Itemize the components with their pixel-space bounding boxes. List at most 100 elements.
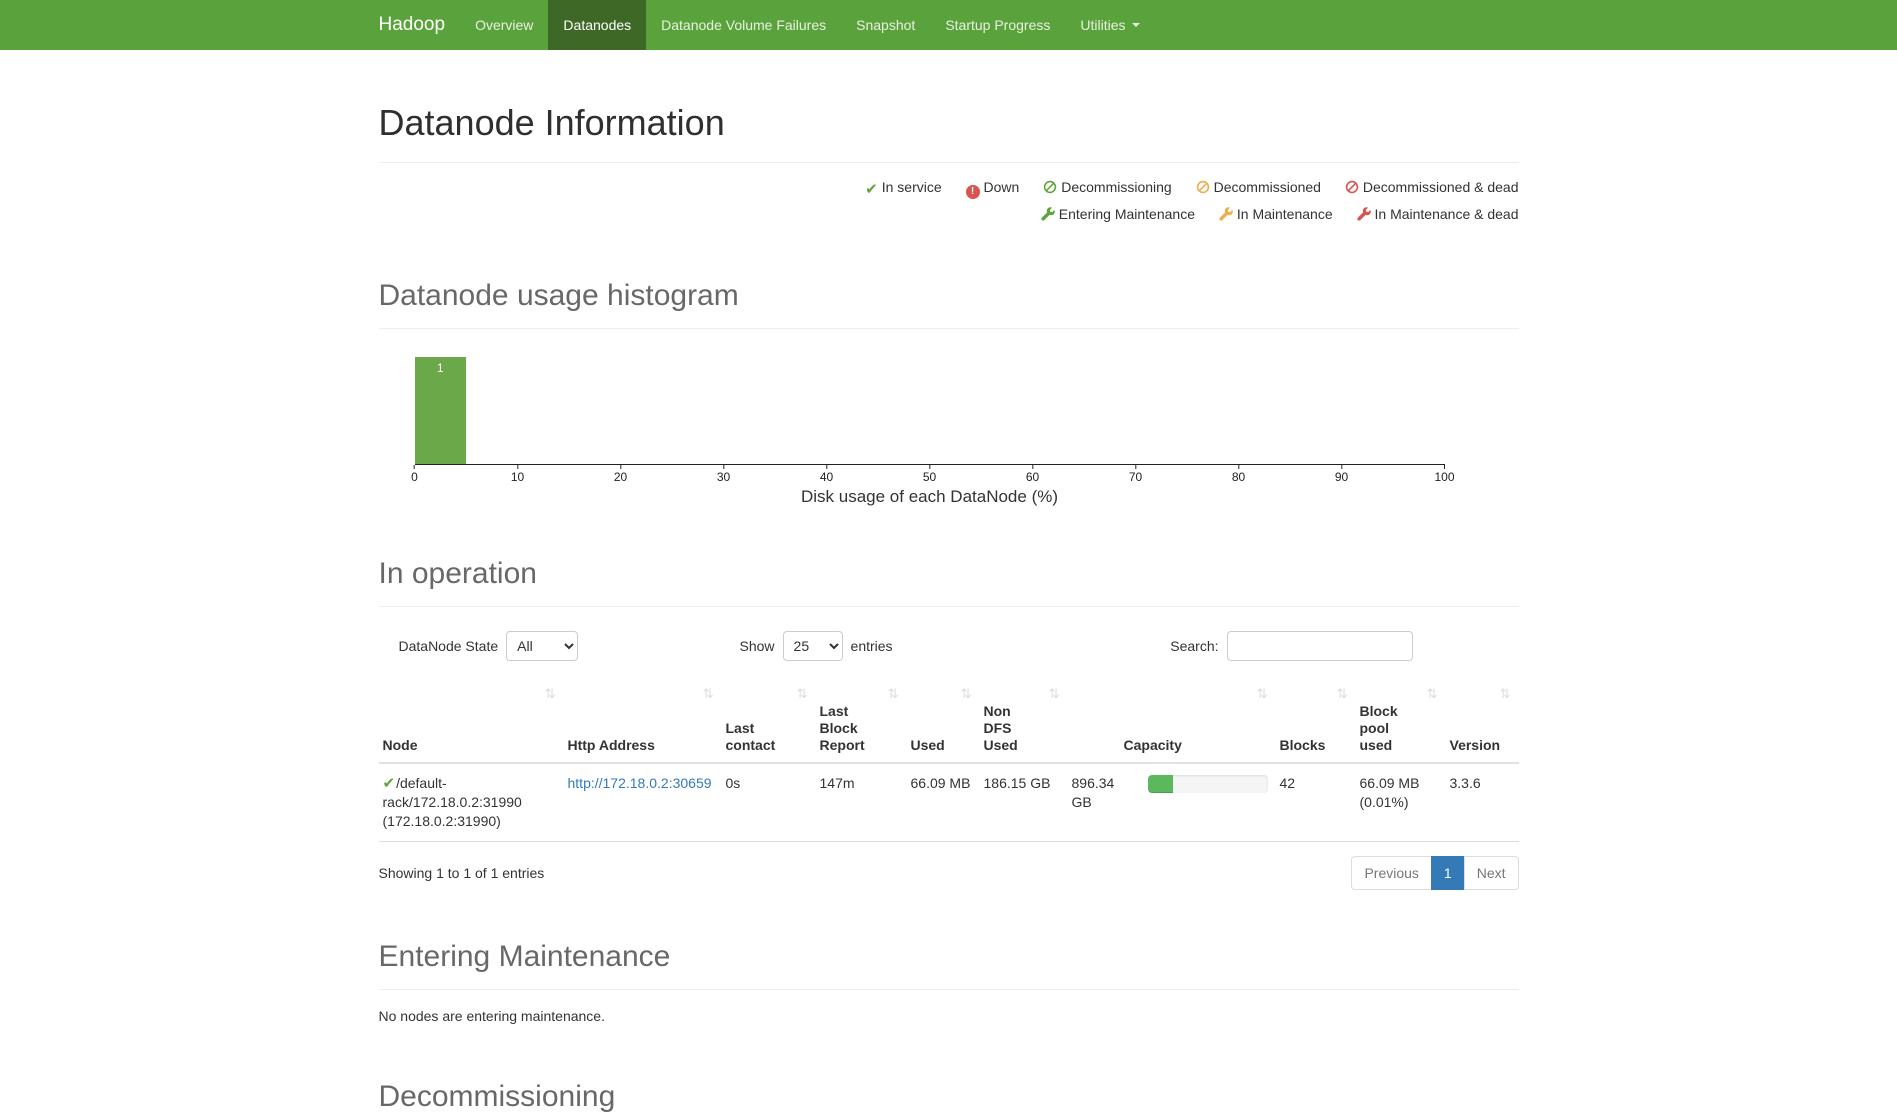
col-header-version[interactable]: Version ⇅ [1445,677,1519,764]
search-input[interactable] [1226,631,1413,661]
ban-circle-icon [1043,180,1057,197]
in-operation-section-title: In operation [378,557,537,590]
decommissioning-section-title: Decommissioning [378,1080,616,1113]
nav-utilities-label: Utilities [1080,17,1126,33]
pagination-page-1[interactable]: 1 [1430,856,1465,890]
ban-circle-icon [1196,180,1210,197]
capacity-progress-fill [1147,775,1173,793]
legend-label: Down [983,179,1020,195]
cell-node: ✔/default-rack/172.18.0.2:31990 (172.18.… [378,763,564,842]
nav-datanode-volume-failures[interactable]: Datanode Volume Failures [661,17,827,33]
cell-block-pool-used: 66.09 MB (0.01%) [1355,763,1446,842]
col-header-last-block-report[interactable]: Last Block Report ⇅ [815,677,907,764]
col-header-last-contact[interactable]: Last contact ⇅ [721,677,816,764]
cell-version: 3.3.6 [1445,763,1519,842]
cell-capacity: 896.34 GB [1067,763,1276,842]
show-label: Show [739,638,775,654]
entering-maintenance-empty-message: No nodes are entering maintenance. [378,1008,605,1024]
axis-tick: 30 [717,465,730,484]
legend-label: Decommissioned & dead [1362,179,1519,195]
col-header-blocks[interactable]: Blocks ⇅ [1275,677,1356,764]
wrench-icon [1219,207,1233,224]
legend-decommissioned: Decommissioned [1196,179,1321,195]
legend-down: ! Down [965,179,1020,199]
table-header-row: Node ⇅ Http Address ⇅ Last contact ⇅ Last B… [378,677,1519,764]
col-header-block-pool-used[interactable]: Block pool used ⇅ [1355,677,1446,764]
pagination-next[interactable]: Next [1463,856,1519,890]
sort-icon[interactable]: ⇅ [1336,686,1348,701]
nav-utilities[interactable]: Utilities [1065,0,1154,50]
search-label: Search: [1170,638,1219,654]
check-icon: ✔ [865,181,878,198]
sort-icon[interactable]: ⇅ [1426,686,1438,701]
col-header-http-address[interactable]: Http Address ⇅ [563,677,722,764]
pagination: Previous 1 Next [1351,856,1519,890]
wrench-icon [1041,207,1055,224]
app-brand[interactable]: Hadoop [378,14,446,35]
http-address-link[interactable]: http://172.18.0.2:30659 [567,775,712,791]
cell-used: 66.09 MB [906,763,980,842]
nav-startup-progress[interactable]: Startup Progress [945,17,1051,33]
sort-icon[interactable]: ⇅ [887,686,899,701]
legend-label: Decommissioned [1213,179,1321,195]
page-length-select[interactable]: 25 [782,631,843,661]
histogram-x-axis: 0 10 20 30 40 50 60 70 80 90 100 [411,465,1455,489]
table-row: ✔/default-rack/172.18.0.2:31990 (172.18.… [378,763,1519,842]
histogram-bar: 1 [414,357,466,464]
caret-down-icon [1131,23,1140,27]
wrench-icon [1356,207,1371,224]
divider [378,328,1519,329]
histogram-plot: 1 [414,357,1445,465]
axis-tick: 40 [820,465,833,484]
nav-snapshot[interactable]: Snapshot [856,17,916,33]
legend-label: In Maintenance & dead [1374,206,1519,222]
exclamation-circle-icon: ! [965,185,980,199]
sort-icon[interactable]: ⇅ [1048,686,1060,701]
legend-entering-maintenance: Entering Maintenance [1041,206,1195,222]
legend-in-service: ✔ In service [865,179,942,198]
legend-decommissioning: Decommissioning [1043,179,1172,197]
legend-label: In Maintenance [1236,206,1333,222]
legend-label: Decommissioning [1061,179,1172,195]
nav-datanodes[interactable]: Datanodes [548,0,647,50]
sort-icon[interactable]: ⇅ [960,686,972,701]
histogram-x-label: Disk usage of each DataNode (%) [800,487,1059,506]
datanodes-table: Node ⇅ Http Address ⇅ Last contact ⇅ Last B… [378,677,1519,842]
legend-label: In service [881,179,942,195]
legend-label: Entering Maintenance [1058,206,1195,222]
status-legend: ✔ In service ! Down Decommissioning Decomm… [379,175,1519,229]
check-icon: ✔ [382,775,396,792]
table-controls: DataNode State All Show 25 entries Searc… [379,631,1519,663]
cell-last-block-report: 147m [815,763,907,842]
navbar: Hadoop Overview Datanodes Datanode Volum… [0,0,1897,50]
sort-icon[interactable]: ⇅ [544,686,556,701]
histogram-bar-count: 1 [436,361,444,375]
legend-row-2: Entering Maintenance In Maintenance In M… [379,202,1519,229]
datanode-usage-histogram: 1 0 10 20 30 40 50 60 70 80 90 100 Disk usage of e… [379,357,1519,507]
divider [378,989,1519,990]
col-header-node[interactable]: Node ⇅ [378,677,564,764]
divider [378,606,1519,607]
sort-icon[interactable]: ⇅ [1256,686,1268,701]
nav-overview[interactable]: Overview [475,17,534,33]
table-summary: Showing 1 to 1 of 1 entries [378,865,545,881]
divider [378,162,1519,163]
sort-icon[interactable]: ⇅ [796,686,808,701]
col-header-used[interactable]: Used ⇅ [906,677,980,764]
table-footer: Showing 1 to 1 of 1 entries Previous 1 N… [379,856,1519,890]
axis-tick: 90 [1335,465,1348,484]
capacity-progress-bar [1147,775,1268,793]
legend-row-1: ✔ In service ! Down Decommissioning Decomm… [379,175,1519,202]
histogram-section-title: Datanode usage histogram [378,279,739,312]
ban-circle-icon [1345,180,1359,197]
sort-icon[interactable]: ⇅ [702,686,714,701]
cell-http-address: http://172.18.0.2:30659 [563,763,722,842]
pagination-previous[interactable]: Previous [1351,856,1432,890]
datanode-state-label: DataNode State [398,638,499,654]
cell-non-dfs-used: 186.15 GB [979,763,1068,842]
axis-tick: 60 [1026,465,1039,484]
col-header-non-dfs-used[interactable]: Non DFS Used ⇅ [979,677,1068,764]
col-header-capacity[interactable]: Capacity ⇅ [1067,677,1276,764]
datanode-state-select[interactable]: All [506,631,579,661]
sort-icon[interactable]: ⇅ [1499,686,1511,701]
